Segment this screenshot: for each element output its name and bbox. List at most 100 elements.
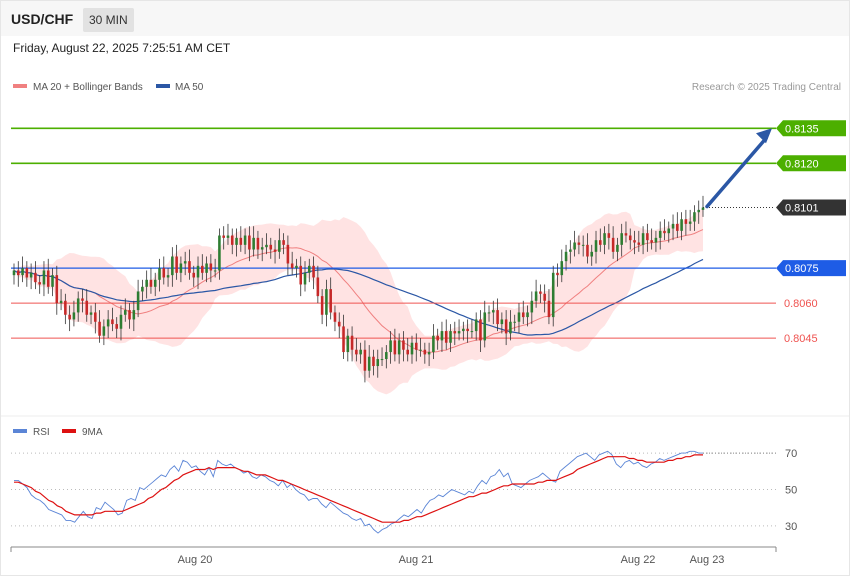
candle-body — [402, 340, 405, 350]
candle-body — [350, 335, 354, 350]
candle-body — [286, 244, 290, 264]
top-toolbar: USD/CHF 30 MIN — [1, 1, 849, 36]
candle-body — [141, 286, 144, 292]
symbol-label[interactable]: USD/CHF — [11, 11, 74, 27]
forecast-arrow-line — [705, 136, 768, 209]
rsi-tick-label: 70 — [785, 448, 797, 460]
candle-body — [235, 237, 238, 245]
candle-body — [34, 272, 37, 283]
candle-body — [265, 244, 268, 248]
rsi-line — [14, 450, 703, 534]
candle-body — [474, 319, 478, 332]
candle-body — [213, 270, 217, 272]
candle-body — [680, 219, 683, 231]
candle-body — [290, 263, 294, 269]
x-tick-label: Aug 20 — [178, 554, 213, 566]
candle-body — [68, 314, 71, 320]
candle-body — [414, 342, 418, 350]
candle-body — [658, 230, 662, 238]
candle-body — [534, 291, 538, 301]
level-label-0.8060: 0.8060 — [784, 298, 818, 310]
candle-body — [406, 349, 409, 355]
candle-body — [359, 349, 362, 355]
rsi-ma-legend-label: 9MA — [82, 427, 103, 438]
candle-body — [64, 300, 67, 315]
candle-body — [153, 279, 157, 287]
candle-body — [526, 312, 529, 318]
research-credit: Research © 2025 Trading Central — [692, 82, 841, 93]
rsi-tick-label: 50 — [785, 484, 797, 496]
x-tick-label: Aug 21 — [399, 554, 434, 566]
candle-body — [436, 335, 439, 341]
candle-body — [389, 340, 392, 353]
candle-body — [594, 240, 598, 252]
ma20-legend-label: MA 20 + Bollinger Bands — [33, 82, 143, 93]
ma20-legend-swatch — [13, 84, 27, 88]
candle-body — [385, 352, 388, 360]
candle-body — [102, 326, 106, 336]
timestamp: Friday, August 22, 2025 7:25:51 AM CET — [13, 41, 231, 55]
candle-body — [136, 291, 140, 311]
candle-body — [564, 251, 568, 262]
candle-body — [29, 272, 33, 278]
candle-body — [171, 256, 174, 276]
candle-body — [500, 319, 504, 325]
level-tag-0.8120 — [776, 155, 846, 172]
candle-body — [590, 251, 594, 257]
candle-body — [650, 240, 653, 243]
candle-body — [278, 240, 281, 252]
candle-body — [89, 312, 93, 315]
level-label-0.8135: 0.8135 — [785, 123, 819, 135]
candle-body — [667, 228, 671, 234]
candle-body — [581, 244, 585, 246]
candle-body — [671, 223, 675, 229]
candle-body — [46, 270, 50, 287]
ma50-legend-label: MA 50 — [175, 82, 204, 93]
candle-body — [479, 319, 482, 341]
candles-layer — [12, 195, 705, 383]
candle-body — [633, 240, 636, 243]
rsi-legend-swatch — [13, 429, 27, 433]
candle-body — [38, 282, 41, 285]
candle-body — [329, 289, 332, 313]
candle-body — [42, 270, 46, 285]
candle-body — [81, 298, 84, 301]
candle-body — [543, 293, 546, 301]
candle-body — [183, 261, 187, 264]
candle-body — [577, 242, 581, 245]
candle-body — [201, 265, 204, 273]
level-label-0.8120: 0.8120 — [785, 158, 819, 170]
candle-body — [21, 268, 24, 276]
candle-body — [676, 223, 679, 231]
candle-body — [624, 233, 628, 236]
candle-body — [269, 244, 273, 250]
candle-body — [192, 272, 196, 278]
candle-body — [517, 312, 521, 322]
candle-body — [260, 247, 264, 250]
candle-body — [449, 331, 452, 343]
candle-body — [179, 263, 183, 273]
candle-body — [196, 265, 200, 278]
candle-body — [637, 242, 641, 245]
candle-body — [94, 312, 97, 322]
x-tick-label: Aug 23 — [690, 554, 725, 566]
candle-body — [248, 235, 251, 250]
time-axis: Aug 20 Aug 21 Aug 22 Aug 23 — [10, 546, 777, 566]
candle-body — [119, 314, 123, 329]
candle-body — [453, 331, 457, 334]
candle-body — [12, 270, 16, 276]
candle-body — [282, 240, 285, 245]
candle-body — [419, 349, 422, 351]
level-tag-0.8101 — [776, 199, 846, 216]
candle-body — [25, 268, 29, 278]
ma50-line — [13, 258, 704, 336]
candle-body — [688, 221, 692, 224]
candle-body — [239, 237, 243, 245]
candle-body — [607, 233, 611, 238]
candle-body — [466, 328, 469, 332]
candle-body — [149, 279, 153, 287]
candle-body — [569, 249, 572, 252]
timeframe-button[interactable]: 30 MIN — [83, 8, 134, 32]
candle-body — [72, 312, 76, 320]
